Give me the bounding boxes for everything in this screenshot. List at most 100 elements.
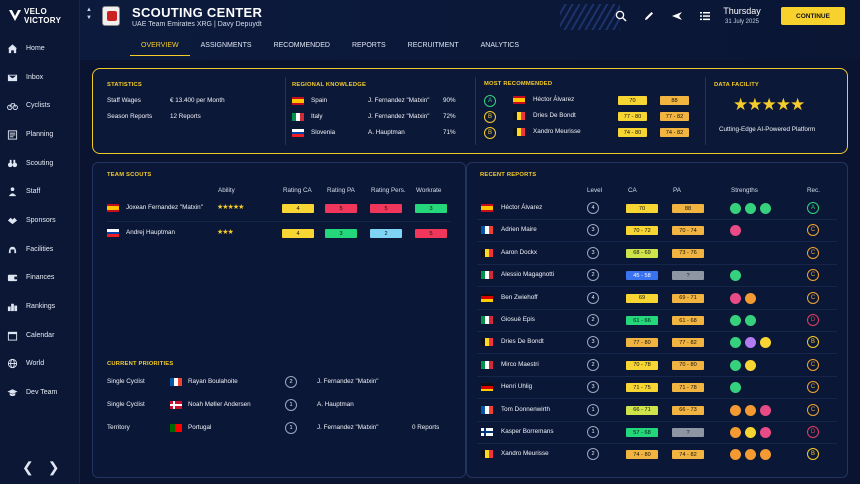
region-scout: J. Fernandez "Matxin" <box>368 97 430 104</box>
nav-item-rankings[interactable]: Rankings <box>0 292 80 321</box>
report-level: 4 <box>587 291 599 304</box>
app-logo[interactable]: VELO VICTORY <box>8 6 68 26</box>
nav-item-dev-team[interactable]: Dev Team <box>0 378 80 407</box>
report-level: 3 <box>587 381 599 394</box>
nav-item-planning[interactable]: Planning <box>0 120 80 149</box>
nav-item-label: Staff <box>26 188 41 196</box>
priority-target[interactable]: Noah Møller Andersen <box>188 401 251 408</box>
rating-ca-pill: 4 <box>282 204 314 213</box>
strength-icon <box>745 404 756 416</box>
report-player-name[interactable]: Henri Uhlig <box>501 383 533 391</box>
report-player-name[interactable]: Adrien Maire <box>501 226 537 234</box>
tab-analytics[interactable]: ANALYTICS <box>480 42 520 49</box>
strength-icon <box>745 292 756 304</box>
plane-icon[interactable] <box>671 10 683 22</box>
bike-icon <box>6 100 18 112</box>
column-header: Rating Pers. <box>371 187 406 194</box>
player-name[interactable]: Héctor Álvarez <box>533 96 575 103</box>
nav-item-staff[interactable]: Staff <box>0 177 80 206</box>
priority-level: 2 <box>285 376 297 388</box>
scout-name[interactable]: Joxean Fernandez "Matxin" <box>126 204 203 211</box>
flag-fr-icon <box>170 378 182 386</box>
report-player-name[interactable]: Giosuè Epis <box>501 316 535 323</box>
nav-item-label: World <box>26 360 45 368</box>
report-player-name[interactable]: Alessio Magagnotti <box>501 271 555 279</box>
flag-be-icon <box>481 248 493 257</box>
nav-item-calendar[interactable]: Calendar <box>0 321 80 350</box>
list-icon[interactable] <box>699 10 711 22</box>
ca-pill: 77 - 80 <box>618 112 647 121</box>
collapse-toggle[interactable]: ▲ ▼ <box>86 6 92 22</box>
top-bar: ▲ ▼ SCOUTING CENTER UAE Team Emirates XRG… <box>80 0 860 60</box>
report-player-name[interactable]: Dries De Bondt <box>501 338 544 346</box>
nav-item-label: Inbox <box>26 73 44 81</box>
priority-target[interactable]: Rayan Boulahoite <box>188 378 238 385</box>
row-divider <box>477 241 837 243</box>
report-pa-pill: 61 - 68 <box>672 316 704 325</box>
report-player-name[interactable]: Ben Zwiehoff <box>501 293 538 301</box>
priority-type: Single Cyclist <box>107 378 145 385</box>
report-level: 2 <box>587 448 599 461</box>
rating-work-pill: 3 <box>415 204 447 213</box>
grade-badge: B <box>484 127 496 139</box>
nav-item-finances[interactable]: Finances <box>0 264 80 293</box>
flag-de-icon <box>481 383 493 392</box>
report-ca-pill: 70 - 78 <box>626 360 658 370</box>
strength-icon <box>745 337 756 349</box>
report-player-name[interactable]: Aaron Dockx <box>501 248 538 256</box>
chevron-right-icon[interactable]: ❯ <box>47 459 60 475</box>
report-ca-pill: 45 - 58 <box>626 271 658 281</box>
tab-recruitment[interactable]: RECRUITMENT <box>407 42 459 49</box>
recommendation-badge: C <box>807 224 819 237</box>
row-divider <box>477 398 837 400</box>
player-name[interactable]: Dries De Bondt <box>533 112 576 119</box>
nav-item-inbox[interactable]: Inbox <box>0 63 80 92</box>
rating-pers-pill: 5 <box>370 204 402 213</box>
strength-icon <box>730 427 741 438</box>
strength-icon <box>745 427 756 438</box>
reports-panel: RECENT REPORTS Level CA PA Strengths Rec. Héct… <box>466 162 848 478</box>
flag-es-icon <box>107 204 119 212</box>
nav-item-scouting[interactable]: Scouting <box>0 149 80 178</box>
report-ca-pill: 70 - 72 <box>626 226 658 236</box>
flag-be-icon <box>481 338 493 347</box>
nav-item-sponsors[interactable]: Sponsors <box>0 206 80 235</box>
nav-item-home[interactable]: Home <box>0 34 80 63</box>
search-icon[interactable] <box>615 10 627 22</box>
pencil-icon[interactable] <box>643 10 655 22</box>
column-header: Rec. <box>807 187 820 194</box>
player-name[interactable]: Xandro Meurisse <box>533 128 581 135</box>
report-pa-pill: 88 <box>672 204 704 213</box>
nav-item-cyclists[interactable]: Cyclists <box>0 91 80 120</box>
report-player-name[interactable]: Xandro Meurisse <box>501 450 549 458</box>
report-player-name[interactable]: Héctor Álvarez <box>501 204 543 211</box>
nav-item-facilities[interactable]: Facilities <box>0 235 80 264</box>
report-player-name[interactable]: Kasper Borremans <box>501 428 554 435</box>
most-recommended-title: MOST RECOMMENDED <box>484 81 553 87</box>
report-ca-pill: 61 - 66 <box>626 316 658 325</box>
logo-line2: VICTORY <box>24 16 62 25</box>
scout-name[interactable]: Andrej Hauptman <box>126 229 176 236</box>
report-player-name[interactable]: Mirco Maestri <box>501 360 539 368</box>
nav-item-world[interactable]: World <box>0 350 80 379</box>
report-level: 2 <box>587 314 599 326</box>
report-player-name[interactable]: Tom Donnenwirth <box>501 405 550 413</box>
statistics-title: STATISTICS <box>107 82 142 88</box>
tab-recommended[interactable]: RECOMMENDED <box>273 42 330 49</box>
nav-item-label: Planning <box>26 130 54 138</box>
column-header: Workrate <box>416 187 442 194</box>
report-ca-pill: 74 - 80 <box>626 450 658 460</box>
tab-assignments[interactable]: ASSIGNMENTS <box>200 42 252 49</box>
row-divider <box>477 420 837 422</box>
report-ca-pill: 70 <box>626 204 658 213</box>
tab-overview[interactable]: OVERVIEW <box>130 42 190 56</box>
region-percent: 90% <box>443 97 456 104</box>
stat-value: 12 Reports <box>170 113 201 120</box>
chevron-left-icon[interactable]: ❮ <box>22 459 34 475</box>
tab-reports[interactable]: REPORTS <box>351 42 386 49</box>
continue-button[interactable]: CONTINUE <box>781 7 845 25</box>
row-divider <box>107 221 451 222</box>
flag-es-icon <box>481 204 493 212</box>
priority-target[interactable]: Portugal <box>188 424 212 431</box>
strength-icon <box>730 225 741 237</box>
